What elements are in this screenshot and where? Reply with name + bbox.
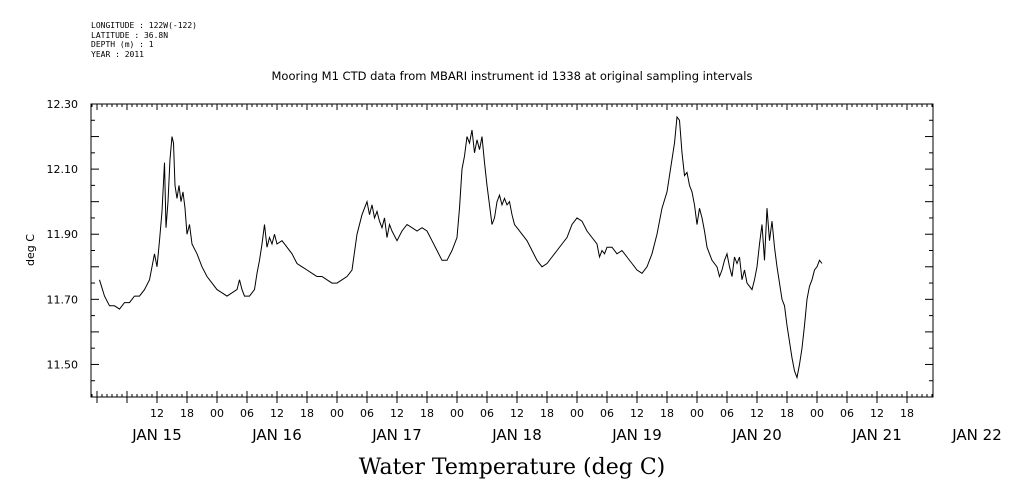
day-label: JAN 15 xyxy=(131,426,182,444)
y-tick-label: 11.50 xyxy=(47,358,79,371)
plot-metadata: LONGITUDE : 122W(-122) LATITUDE : 36.8N … xyxy=(91,21,197,59)
longitude-text: LONGITUDE : 122W(-122) xyxy=(91,21,197,30)
x-tick-label: 00 xyxy=(570,407,584,420)
x-tick-label: 00 xyxy=(810,407,824,420)
x-tick-label: 06 xyxy=(360,407,374,420)
x-tick-label: 06 xyxy=(480,407,494,420)
day-label: JAN 22 xyxy=(951,426,1002,444)
axis-ticks xyxy=(91,103,933,403)
latitude-text: LATITUDE : 36.8N xyxy=(91,30,169,40)
x-tick-labels: 12 18 00 06 12 18 00 06 12 18 00 06 12 18 00 06 12 18 00 06… xyxy=(150,407,914,420)
x-tick-label: 18 xyxy=(780,407,794,420)
x-tick-label: 18 xyxy=(660,407,674,420)
y-tick-label: 12.10 xyxy=(47,163,79,176)
x-tick-label: 12 xyxy=(270,407,284,420)
chart-title: Mooring M1 CTD data from MBARI instrumen… xyxy=(272,69,753,83)
day-label: JAN 20 xyxy=(731,426,782,444)
day-label: JAN 16 xyxy=(251,426,302,444)
depth-text: DEPTH (m) : 1 xyxy=(91,40,154,49)
x-tick-label: 12 xyxy=(630,407,644,420)
x-tick-label: 18 xyxy=(420,407,434,420)
x-tick-label: 00 xyxy=(330,407,344,420)
day-labels: JAN 15 JAN 16 JAN 17 JAN 18 JAN 19 JAN 20 JAN … xyxy=(131,426,1002,444)
x-tick-label: 12 xyxy=(150,407,164,420)
x-tick-label: 18 xyxy=(540,407,554,420)
y-tick-label: 11.90 xyxy=(47,228,79,241)
y-axis-label: deg C xyxy=(24,234,37,266)
y-tick-label: 12.30 xyxy=(47,98,79,111)
temperature-series-line xyxy=(99,115,823,380)
x-tick-label: 12 xyxy=(870,407,884,420)
x-tick-label: 00 xyxy=(210,407,224,420)
x-tick-label: 06 xyxy=(240,407,254,420)
day-label: JAN 19 xyxy=(611,426,662,444)
x-tick-label: 06 xyxy=(840,407,854,420)
x-tick-label: 12 xyxy=(390,407,404,420)
x-tick-label: 18 xyxy=(180,407,194,420)
day-label: JAN 21 xyxy=(851,426,902,444)
x-tick-label: 06 xyxy=(720,407,734,420)
y-tick-labels: 11.50 11.70 11.90 12.10 12.30 xyxy=(47,98,79,371)
x-tick-label: 18 xyxy=(900,407,914,420)
day-label: JAN 18 xyxy=(491,426,542,444)
day-label: JAN 17 xyxy=(371,426,422,444)
x-tick-label: 00 xyxy=(450,407,464,420)
plot-frame xyxy=(90,103,934,398)
x-axis-label: Water Temperature (deg C) xyxy=(359,455,666,480)
x-tick-label: 18 xyxy=(300,407,314,420)
y-tick-label: 11.70 xyxy=(47,293,79,306)
x-tick-label: 12 xyxy=(510,407,524,420)
x-tick-label: 00 xyxy=(690,407,704,420)
x-tick-label: 12 xyxy=(750,407,764,420)
year-text: YEAR : 2011 xyxy=(91,49,144,59)
x-tick-label: 06 xyxy=(600,407,614,420)
